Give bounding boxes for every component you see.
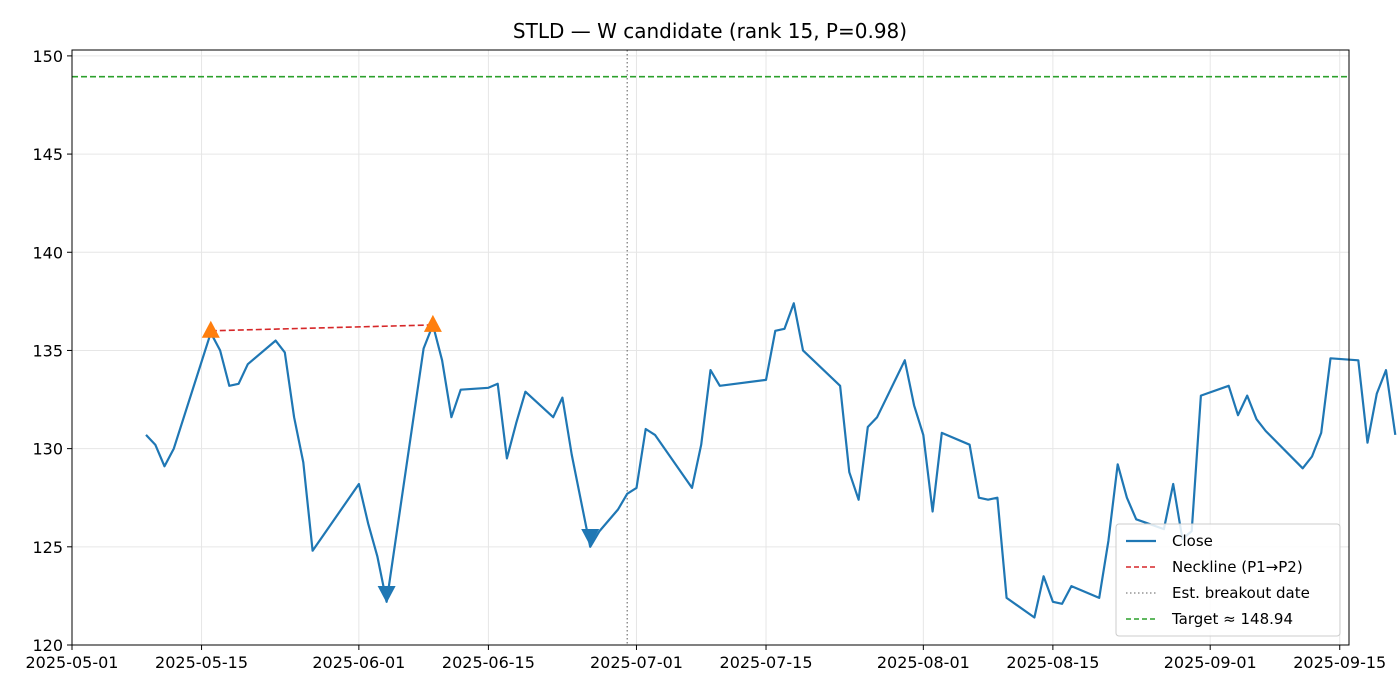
peak-marker [423, 314, 442, 332]
legend-item-breakout-label: Est. breakout date [1172, 584, 1310, 602]
y-tick-label: 150 [32, 47, 63, 66]
y-tick-label: 145 [32, 145, 63, 164]
x-tick-label: 2025-06-01 [312, 653, 405, 672]
x-axis: 2025-05-01 2025-05-15 2025-06-01 2025-06-15… [26, 645, 1386, 672]
x-tick-label: 2025-08-01 [877, 653, 970, 672]
neckline-line [210, 324, 433, 332]
trough-marker [581, 528, 600, 546]
peak-marker [201, 320, 220, 338]
x-tick-label: 2025-06-15 [442, 653, 535, 672]
legend: Close Neckline (P1→P2) Est. breakout date T… [1115, 523, 1341, 637]
trough-marker [377, 585, 396, 603]
plot-frame [71, 49, 1350, 646]
x-tick-label: 2025-07-01 [590, 653, 683, 672]
y-tick-label: 125 [32, 538, 63, 557]
x-tick-label: 2025-07-15 [720, 653, 813, 672]
grid [71, 50, 1349, 646]
y-tick-label: 130 [32, 440, 63, 459]
legend-item-close-label: Close [1172, 532, 1213, 550]
legend-box [1115, 523, 1341, 637]
x-tick-label: 2025-09-15 [1293, 653, 1386, 672]
legend-item-target-label: Target ≈ 148.94 [1171, 610, 1293, 628]
chart-title: STLD — W candidate (rank 15, P=0.98) [513, 19, 907, 43]
y-tick-label: 120 [32, 636, 63, 655]
x-tick-label: 2025-05-15 [155, 653, 248, 672]
y-tick-label: 135 [32, 341, 63, 360]
x-tick-label: 2025-09-01 [1164, 653, 1257, 672]
legend-item-neckline-label: Neckline (P1→P2) [1172, 558, 1303, 576]
y-axis: 120 125 130 135 140 145 150 [32, 47, 72, 655]
x-tick-label: 2025-08-15 [1006, 653, 1099, 672]
y-tick-label: 140 [32, 243, 63, 262]
x-tick-label: 2025-05-01 [26, 653, 119, 672]
